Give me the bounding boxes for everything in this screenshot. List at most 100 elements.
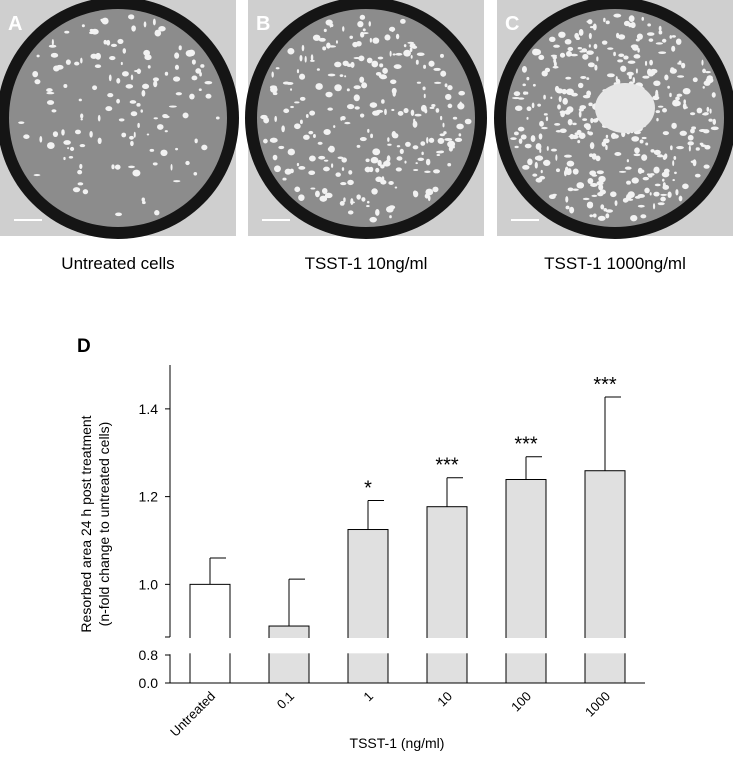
y-axis-label: Resorbed area 24 h post treatment [78, 415, 94, 632]
resorption-pit [635, 68, 638, 74]
resorption-pit [381, 99, 385, 104]
resorption-pit [688, 145, 691, 152]
resorption-pit [534, 161, 538, 169]
resorption-pit [294, 186, 301, 193]
resorption-pit [340, 116, 343, 121]
resorption-pit [459, 101, 463, 109]
resorption-pit [404, 160, 407, 164]
resorption-pit [116, 98, 120, 104]
resorption-pit [141, 197, 145, 202]
resorption-pit [440, 70, 447, 77]
resorption-pit [152, 77, 159, 82]
resorption-pit [39, 136, 43, 143]
resorption-pit [173, 180, 181, 183]
resorption-pit [377, 56, 384, 60]
resorption-pit [705, 70, 711, 74]
resorption-pit [299, 96, 306, 101]
resorption-pit [628, 74, 632, 80]
resorption-pit [677, 62, 680, 65]
axis-break [162, 638, 642, 654]
resorption-pit [644, 187, 650, 194]
resorption-pit [128, 14, 135, 20]
resorption-pit [94, 64, 102, 68]
resorption-pit [388, 205, 396, 210]
resorption-pit [671, 45, 676, 52]
resorption-pit [701, 59, 704, 66]
resorption-pit [561, 88, 567, 95]
resorption-pit [359, 76, 365, 83]
resorption-pit [342, 26, 345, 32]
resorption-pit [110, 43, 118, 47]
resorption-pit [526, 76, 530, 81]
panel-label: D [77, 336, 91, 357]
resorption-pit [537, 103, 541, 107]
resorption-pit [410, 55, 413, 59]
resorption-pit [294, 101, 300, 104]
resorption-pit [308, 170, 316, 175]
resorption-pit [577, 47, 583, 50]
resorption-pit [451, 145, 455, 149]
resorption-pit [587, 177, 594, 185]
resorption-pit [92, 85, 98, 91]
resorption-pit [676, 93, 683, 97]
resorption-pit [578, 132, 586, 140]
resorption-pit [578, 110, 582, 118]
resorption-pit [346, 88, 350, 92]
resorption-pit [545, 116, 549, 122]
resorption-pit [105, 106, 113, 112]
resorption-pit [642, 75, 650, 79]
resorption-pit [434, 81, 442, 84]
resorption-pit [269, 137, 278, 143]
resorption-pit [709, 108, 712, 114]
resorption-pit [342, 60, 349, 67]
resorption-pit [673, 155, 677, 160]
resorption-pit [610, 191, 617, 198]
resorption-pit [310, 187, 316, 190]
resorption-pit [445, 93, 452, 101]
resorption-pit [669, 92, 672, 98]
resorption-pit [521, 65, 527, 73]
resorption-pit [328, 145, 335, 153]
error-bar [367, 500, 384, 530]
resorption-pit [612, 134, 619, 139]
resorption-pit [641, 16, 645, 21]
resorption-pit [305, 114, 309, 119]
resorption-pit [263, 138, 268, 144]
resorption-pit [168, 105, 177, 108]
x-tick-label: 1 [360, 689, 376, 705]
resorption-pit [313, 134, 316, 139]
resorption-pit [337, 156, 344, 159]
x-tick-label: 1000 [582, 689, 613, 720]
resorption-pit [578, 28, 584, 36]
resorption-pit [628, 22, 632, 28]
resorption-pit [633, 153, 641, 157]
resorption-pit [106, 39, 111, 46]
resorption-pit [303, 134, 310, 140]
bar [189, 583, 231, 684]
resorption-pit [375, 167, 380, 173]
resorption-pit [367, 128, 370, 133]
resorption-pit [323, 128, 331, 136]
resorption-pit [535, 143, 542, 150]
resorption-pit [191, 59, 196, 65]
resorption-pit [590, 117, 594, 124]
resorption-pit [578, 107, 584, 112]
resorption-pit [690, 128, 695, 134]
resorption-pit [694, 173, 701, 178]
resorption-pit [559, 110, 567, 114]
resorption-pit [428, 137, 435, 143]
resorption-pit [299, 119, 303, 125]
resorption-pit [549, 36, 556, 43]
resorption-pit [587, 201, 594, 207]
resorption-pit [436, 150, 444, 154]
resorption-pit [439, 115, 443, 121]
resorption-pit [676, 146, 684, 150]
resorption-pit [443, 131, 447, 135]
resorption-pit [391, 130, 397, 138]
resorption-pit [424, 170, 431, 174]
resorption-pit [566, 50, 572, 57]
resorption-pit [682, 183, 689, 190]
resorption-pit [538, 54, 545, 61]
resorption-pit [576, 182, 585, 189]
resorption-pit [272, 92, 278, 96]
